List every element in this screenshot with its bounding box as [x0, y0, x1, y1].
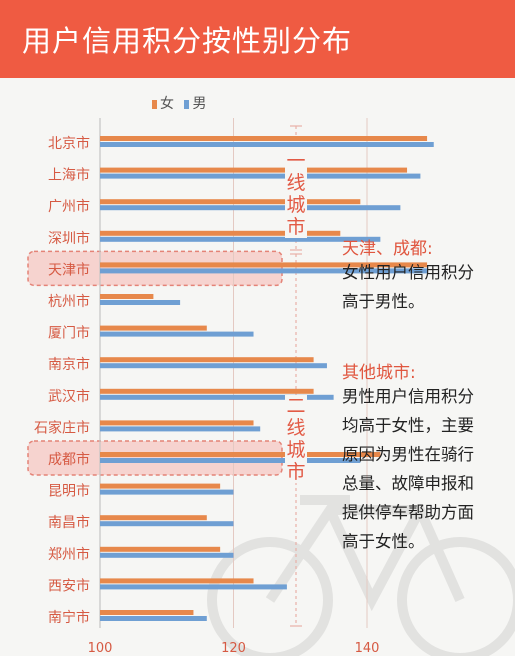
category-label: 昆明市 — [48, 483, 90, 500]
category-label: 石家庄市 — [34, 419, 90, 436]
legend-label-male: 男 — [192, 96, 207, 112]
tier-char: 线 — [285, 417, 307, 439]
legend-item-female: 女 — [152, 96, 178, 112]
category-label: 天津市 — [48, 261, 90, 278]
tier-char: 城 — [285, 194, 307, 216]
category-label: 厦门市 — [48, 325, 90, 342]
note-line: 提供停车帮助方面 — [342, 503, 474, 522]
x-tick-label: 140 — [355, 641, 380, 656]
category-label: 上海市 — [48, 167, 90, 184]
tier-char: 市 — [285, 461, 307, 483]
category-label: 杭州市 — [48, 293, 90, 310]
note-line: 总量、故障申报和 — [342, 474, 474, 493]
bar-male — [100, 394, 334, 400]
category-label: 郑州市 — [48, 546, 90, 563]
tier-char: 线 — [285, 172, 307, 194]
bicycle-watermark-wheel — [397, 537, 515, 656]
bar-female — [100, 357, 314, 363]
bar-female — [100, 388, 314, 394]
bar-female — [100, 325, 207, 331]
category-label: 南昌市 — [48, 514, 90, 531]
category-label: 南京市 — [48, 356, 90, 373]
legend-label-female: 女 — [160, 96, 174, 112]
category-label: 西安市 — [48, 577, 90, 594]
bar-female — [100, 262, 428, 268]
bar-male — [100, 331, 254, 337]
bar-female — [100, 420, 254, 426]
bicycle-watermark-frame — [265, 495, 465, 612]
bar-male — [100, 300, 181, 305]
tier-char: 二 — [285, 395, 307, 417]
bar-male — [100, 173, 421, 179]
note-line: 高于女性。 — [342, 532, 425, 551]
bar-male — [100, 142, 434, 147]
bicycle-watermark-wheel — [207, 537, 333, 656]
legend-item-male: 男 — [184, 96, 206, 112]
bar-male — [100, 236, 381, 242]
bar-male — [100, 584, 287, 590]
bar-male — [100, 458, 361, 463]
tier-char: 一 — [285, 150, 307, 172]
bar-female — [100, 452, 381, 457]
page-title: 用户信用积分按性别分布 — [22, 24, 353, 58]
bar-female — [100, 199, 361, 205]
bar-male — [100, 363, 327, 369]
category-label: 成都市 — [48, 451, 90, 468]
header-banner: 用户信用积分按性别分布 — [0, 0, 515, 78]
note-line: 原因为男性在骑行 — [342, 445, 474, 464]
category-label: 武汉市 — [48, 388, 90, 405]
bar-male — [100, 616, 207, 621]
bar-female — [100, 294, 154, 299]
bar-female — [100, 610, 194, 615]
legend-swatch-female — [152, 99, 157, 109]
bar-male — [100, 521, 234, 527]
bar-female — [100, 578, 254, 584]
bar-female — [100, 483, 221, 489]
note-body: 男性用户信用积分 均高于女性，主要 原因为男性在骑行 总量、故障申报和 提供停车… — [342, 382, 507, 556]
bar-female — [100, 136, 428, 141]
x-tick-label: 120 — [221, 641, 246, 656]
bar-male — [100, 426, 261, 432]
note-line: 均高于女性，主要 — [342, 416, 474, 435]
chart-legend: 女 男 — [152, 93, 212, 113]
bar-female — [100, 515, 207, 521]
note-line: 男性用户信用积分 — [342, 387, 474, 406]
note-body: 女性用户信用积分 高于男性。 — [342, 258, 507, 316]
tier-char: 城 — [285, 439, 307, 461]
bar-female — [100, 546, 221, 552]
bar-male — [100, 268, 428, 274]
legend-swatch-male — [184, 99, 190, 109]
note-line: 女性用户信用积分 — [342, 263, 474, 282]
category-label: 南宁市 — [48, 609, 90, 626]
category-label: 广州市 — [48, 198, 90, 215]
category-label: 北京市 — [48, 135, 90, 152]
bar-female — [100, 230, 341, 236]
bar-male — [100, 489, 234, 495]
bar-female — [100, 167, 408, 173]
category-label: 深圳市 — [48, 230, 90, 247]
x-tick-label: 100 — [88, 641, 113, 656]
bar-male — [100, 205, 401, 211]
bar-male — [100, 552, 234, 558]
tier-char: 市 — [285, 216, 307, 238]
note-heading: 其他城市: — [342, 363, 416, 383]
note-heading: 天津、成都: — [342, 239, 433, 259]
note-line: 高于男性。 — [342, 292, 425, 311]
